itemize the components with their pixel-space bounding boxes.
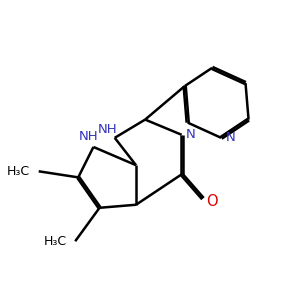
Text: H₃C: H₃C (7, 165, 30, 178)
Text: H₃C: H₃C (44, 235, 67, 248)
Text: NH: NH (97, 123, 117, 136)
Text: NH: NH (79, 130, 99, 143)
Text: N: N (185, 128, 195, 141)
Text: O: O (206, 194, 218, 209)
Text: N: N (225, 131, 235, 144)
